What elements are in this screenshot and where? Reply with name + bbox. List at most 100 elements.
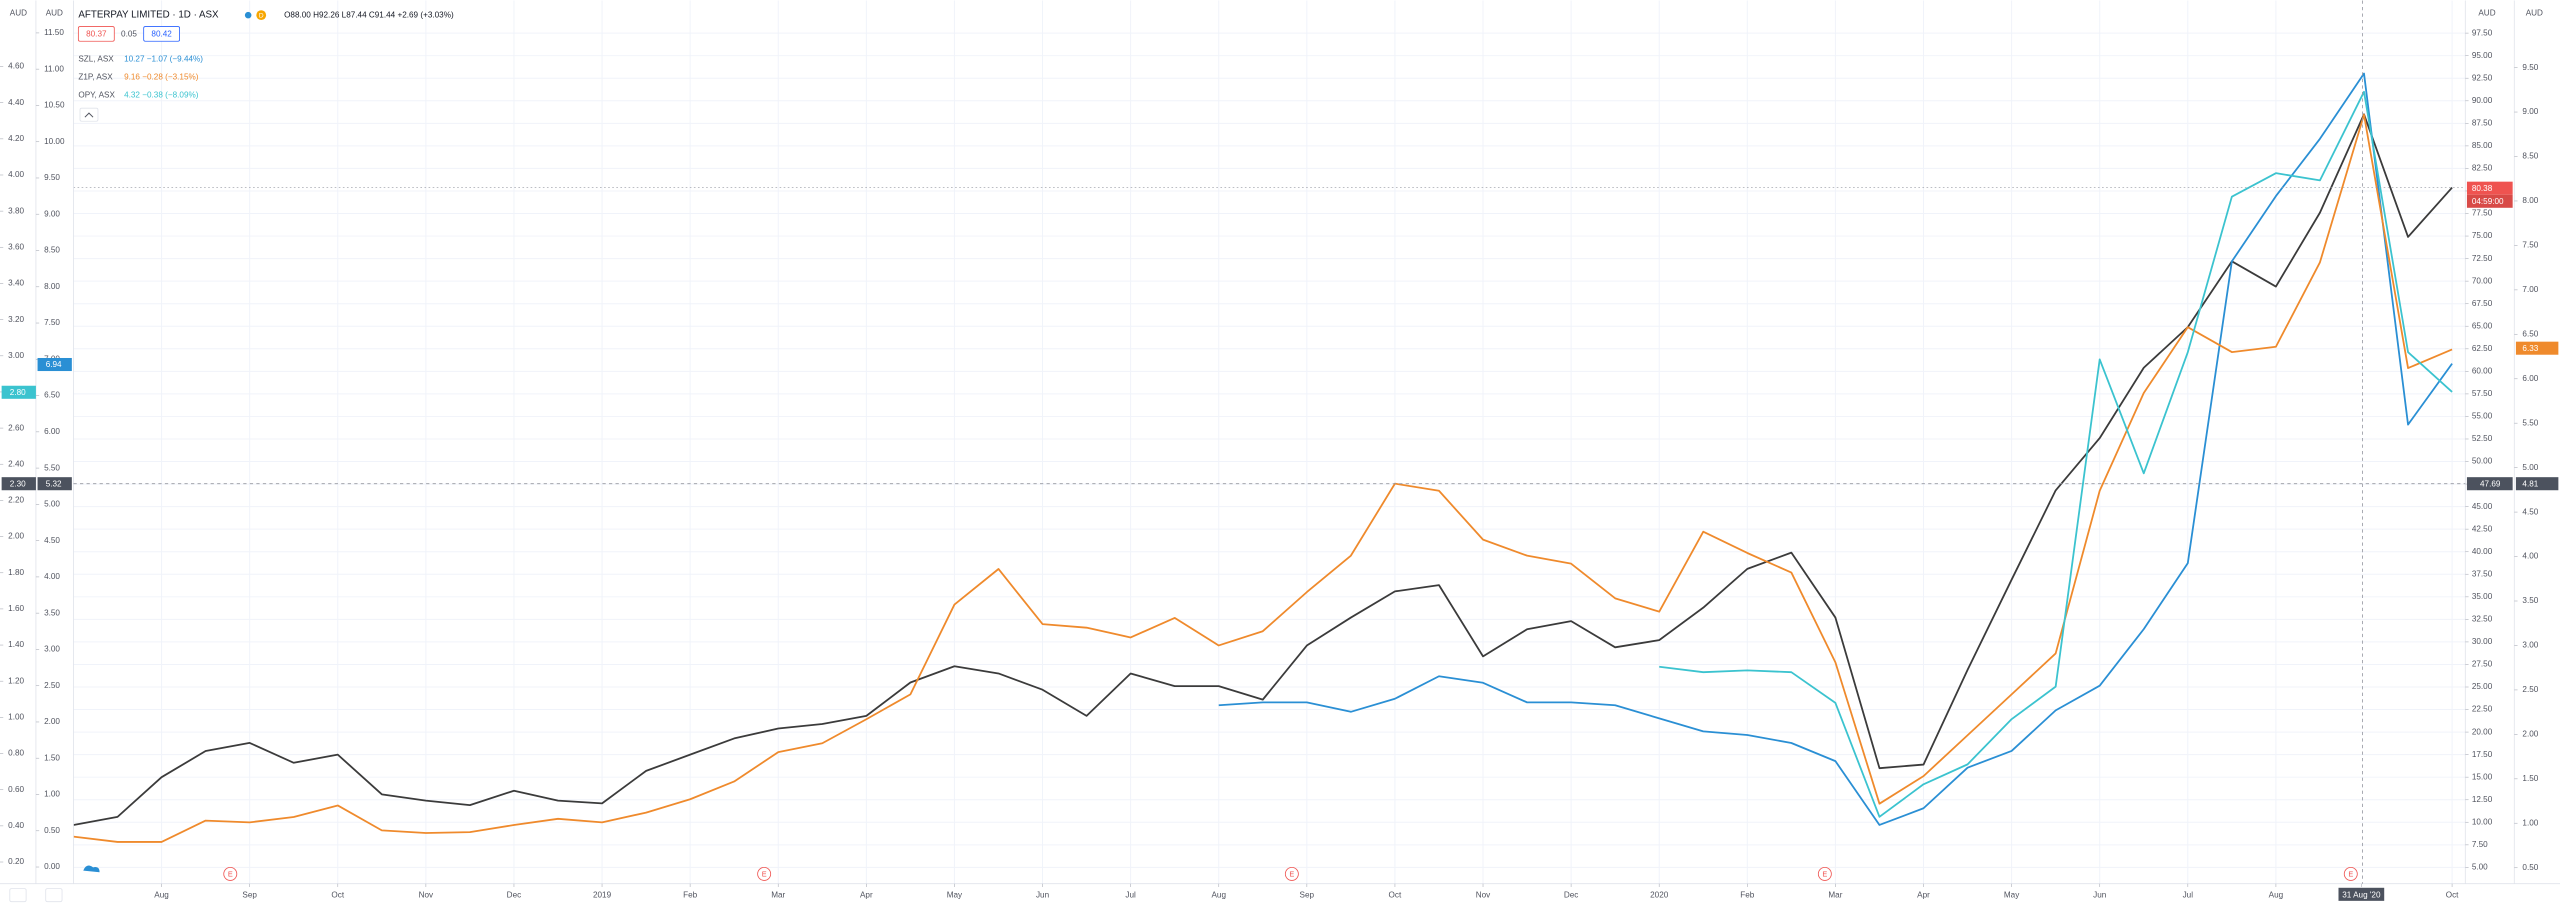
y-tick-label: 7.50 [2472,840,2488,849]
y-tick-label: 9.50 [44,173,60,182]
status-dot [244,11,252,19]
y-tick-label: 2.00 [44,717,60,726]
y-tick-label: 5.50 [2522,418,2538,427]
y-tick-label: 0.80 [8,749,24,758]
x-tick-label: 2020 [1650,890,1669,899]
spread: 0.05 [121,29,137,38]
y-tick-label: 6.00 [44,427,60,436]
x-tick-label: Apr [1917,890,1930,899]
y-tick-label: 3.80 [8,206,24,215]
y-tick-label: 17.50 [2472,750,2493,759]
x-tick-label: Nov [1476,890,1491,899]
x-tick-label: Feb [1740,890,1755,899]
x-tick-label: Jun [1036,890,1049,899]
y-tick-label: 4.50 [2522,507,2538,516]
y-tick-label: 0.50 [2522,863,2538,872]
earnings-marker [2343,866,2358,881]
y-tick-label: 11.50 [44,28,64,37]
y-tick-label: 95.00 [2472,51,2493,60]
y-tick-label: 52.50 [2472,434,2493,443]
legend: SZL, ASX 10.27 −1.07 (−9.44%) Z1P, ASX 9.16… [78,54,203,99]
y-tick-label: 0.60 [8,785,24,794]
x-tick-label: Aug [2269,890,2284,899]
ticks: Aug Sep Oct Nov Dec 2019 Feb Mar Apr May Jun Jul Aug… [0,28,2539,901]
ask-box[interactable] [143,26,180,42]
y-tick-label: 0.40 [8,821,24,830]
y-tick-label: 22.50 [2472,705,2493,714]
x-tick-label: Mar [771,890,785,899]
y-tick-label: 4.50 [44,536,60,545]
crosshair-badge [2338,887,2385,901]
y-tick-label: 32.50 [2472,615,2493,624]
y-tick-label: 60.00 [2472,366,2493,375]
last-price: 80.38 [2472,184,2493,193]
price-badge [37,357,72,372]
x-tick-label: May [2004,890,2020,899]
y-tick-label: 4.40 [8,98,24,107]
y-tick-label: 97.50 [2472,28,2493,37]
x-tick-label: 31 Aug '20 [2342,890,2381,899]
earnings-marker [223,866,238,881]
x-tick-label: Jul [1125,890,1136,899]
x-tick-label: Dec [507,890,522,899]
chart-title: AFTERPAY LIMITED · 1D · ASX [78,10,219,21]
y-tick-label: 0.20 [8,857,24,866]
y-tick-label: 10.00 [2472,817,2493,826]
y-tick-label: 3.00 [2522,641,2538,650]
y-tick-label: 8.50 [44,246,60,255]
y-tick-label: 20.00 [2472,727,2493,736]
collapse-button[interactable] [79,107,99,122]
y-tick-label: 4.00 [8,170,24,179]
y-tick-label: 2.40 [8,459,24,468]
toolbar-button[interactable] [45,888,63,903]
y-tick-label: 1.00 [2522,818,2538,827]
crosshair-badge [2466,477,2513,491]
y-tick-label: 3.00 [8,351,24,360]
x-tick-label: 2019 [593,890,612,899]
y-tick-label: 92.50 [2472,73,2493,82]
y-tick-label: 12.50 [2472,795,2493,804]
crosshair-value: 47.69 [2480,479,2501,488]
earnings-marker [1817,866,1832,881]
earnings-label: E [228,869,233,878]
crosshair-value: 2.30 [10,479,26,488]
y-tick-label: 10.00 [44,137,65,146]
earnings-label: E [1289,869,1294,878]
y-tick-label: 1.40 [8,640,24,649]
x-tick-label: May [947,890,963,899]
toolbar-button[interactable] [9,888,27,903]
y-tick-label: 35.00 [2472,592,2493,601]
x-tick-label: Oct [2446,890,2459,899]
crosshair-badge [37,477,72,491]
y-tick-label: 42.50 [2472,524,2493,533]
x-tick-label: Dec [1564,890,1579,899]
y-tick-label: 55.00 [2472,412,2493,421]
grid [73,0,2466,884]
y-tick-label: 5.50 [44,463,60,472]
cloud-icon[interactable] [83,865,100,873]
y-tick-label: 15.00 [2472,772,2493,781]
legend-value: 9.16 −0.28 (−3.15%) [124,72,199,81]
x-tick-label: Jun [2093,890,2106,899]
bid-box[interactable] [77,26,115,42]
last-price: 6.94 [46,360,62,369]
y-tick-label: 72.50 [2472,254,2493,263]
x-tick-label: Aug [154,890,169,899]
y-tick-label: 87.50 [2472,118,2493,127]
earnings-label: E [2348,869,2353,878]
y-tick-label: 1.50 [44,753,60,762]
earnings-marker [757,866,772,881]
y-tick-label: 2.60 [8,423,24,432]
x-tick-label: Oct [1389,890,1402,899]
price-badge [2515,341,2559,355]
y-tick-label: 8.50 [2522,152,2538,161]
y-tick-label: 4.60 [8,62,24,71]
y-tick-label: 25.00 [2472,682,2493,691]
price-badge [2466,181,2513,195]
y-tick-label: 10.50 [44,101,65,110]
y-tick-label: 0.50 [44,826,60,835]
crosshair-badge [1,477,36,491]
bid: 80.37 [86,29,107,38]
y-tick-label: 50.00 [2472,457,2493,466]
interval: D [259,12,264,19]
